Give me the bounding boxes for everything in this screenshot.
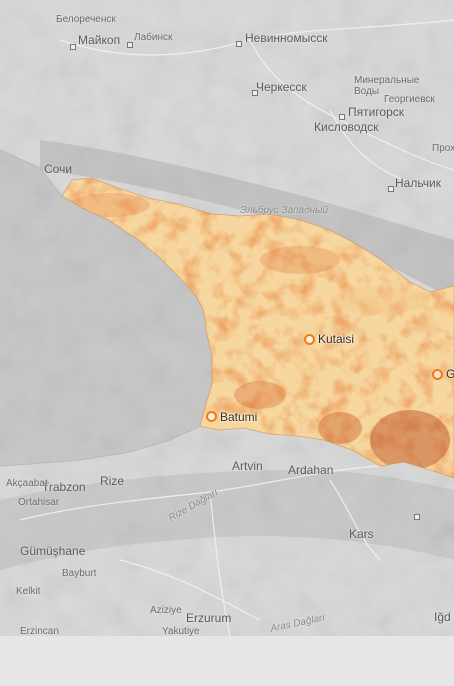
map-label: Белореченск <box>56 14 116 25</box>
map-view[interactable]: Белореченск Майкоп Лабинск Невинномысск … <box>0 0 454 636</box>
caucasus-ridge <box>40 140 454 300</box>
map-label: Yakutiye <box>162 626 200 636</box>
map-label: Черкесск <box>256 80 307 94</box>
map-label: Минеральные <box>354 75 420 86</box>
map-label: Bayburt <box>62 568 97 579</box>
town-marker <box>127 42 133 48</box>
map-canvas <box>0 0 454 636</box>
map-label: Kars <box>349 527 374 541</box>
map-label: Лабинск <box>134 32 173 43</box>
map-label: Невинномысск <box>245 31 328 45</box>
city-marker-batumi[interactable] <box>206 411 217 422</box>
town-marker <box>414 514 420 520</box>
map-label: Ardahan <box>288 463 334 477</box>
city-marker-kutaisi[interactable] <box>304 334 315 345</box>
map-label: Прох <box>432 143 454 154</box>
map-label: Gümüşhane <box>20 544 86 558</box>
map-label: Нальчик <box>395 176 441 190</box>
map-label: Сочи <box>44 162 73 176</box>
map-label: Пятигорск <box>348 105 405 119</box>
map-label: Майкоп <box>78 33 121 47</box>
coastline <box>0 149 63 197</box>
map-label: Akçaabat <box>6 478 48 489</box>
city-label-partial: G <box>446 367 454 381</box>
road-network <box>19 19 454 636</box>
map-label: Воды <box>354 86 380 97</box>
pontic-ridge <box>0 470 454 570</box>
city-marker-partial[interactable] <box>432 369 443 380</box>
map-label: Artvin <box>232 459 263 473</box>
map-label: Эльбрус Западный <box>240 205 329 216</box>
map-label: Rize <box>100 474 125 488</box>
region-border <box>61 177 454 479</box>
map-label: Кисловодск <box>314 120 379 134</box>
city-label-batumi: Batumi <box>220 410 258 424</box>
map-label: Георгиевск <box>384 94 435 105</box>
footer-strip <box>0 636 454 686</box>
map-label: Kelkit <box>16 586 41 597</box>
town-marker <box>252 90 258 96</box>
map-label: Trabzon <box>42 480 86 494</box>
town-marker <box>236 41 242 47</box>
town-marker <box>70 44 76 50</box>
town-marker <box>388 186 394 192</box>
map-label: Ortahisar <box>18 497 60 508</box>
map-label: Aziziye <box>150 605 182 616</box>
town-marker <box>339 114 345 120</box>
map-label: Erzincan <box>20 626 59 636</box>
map-label: Iğd <box>434 610 451 624</box>
map-label: Erzurum <box>186 611 232 625</box>
city-label-kutaisi: Kutaisi <box>318 332 355 346</box>
